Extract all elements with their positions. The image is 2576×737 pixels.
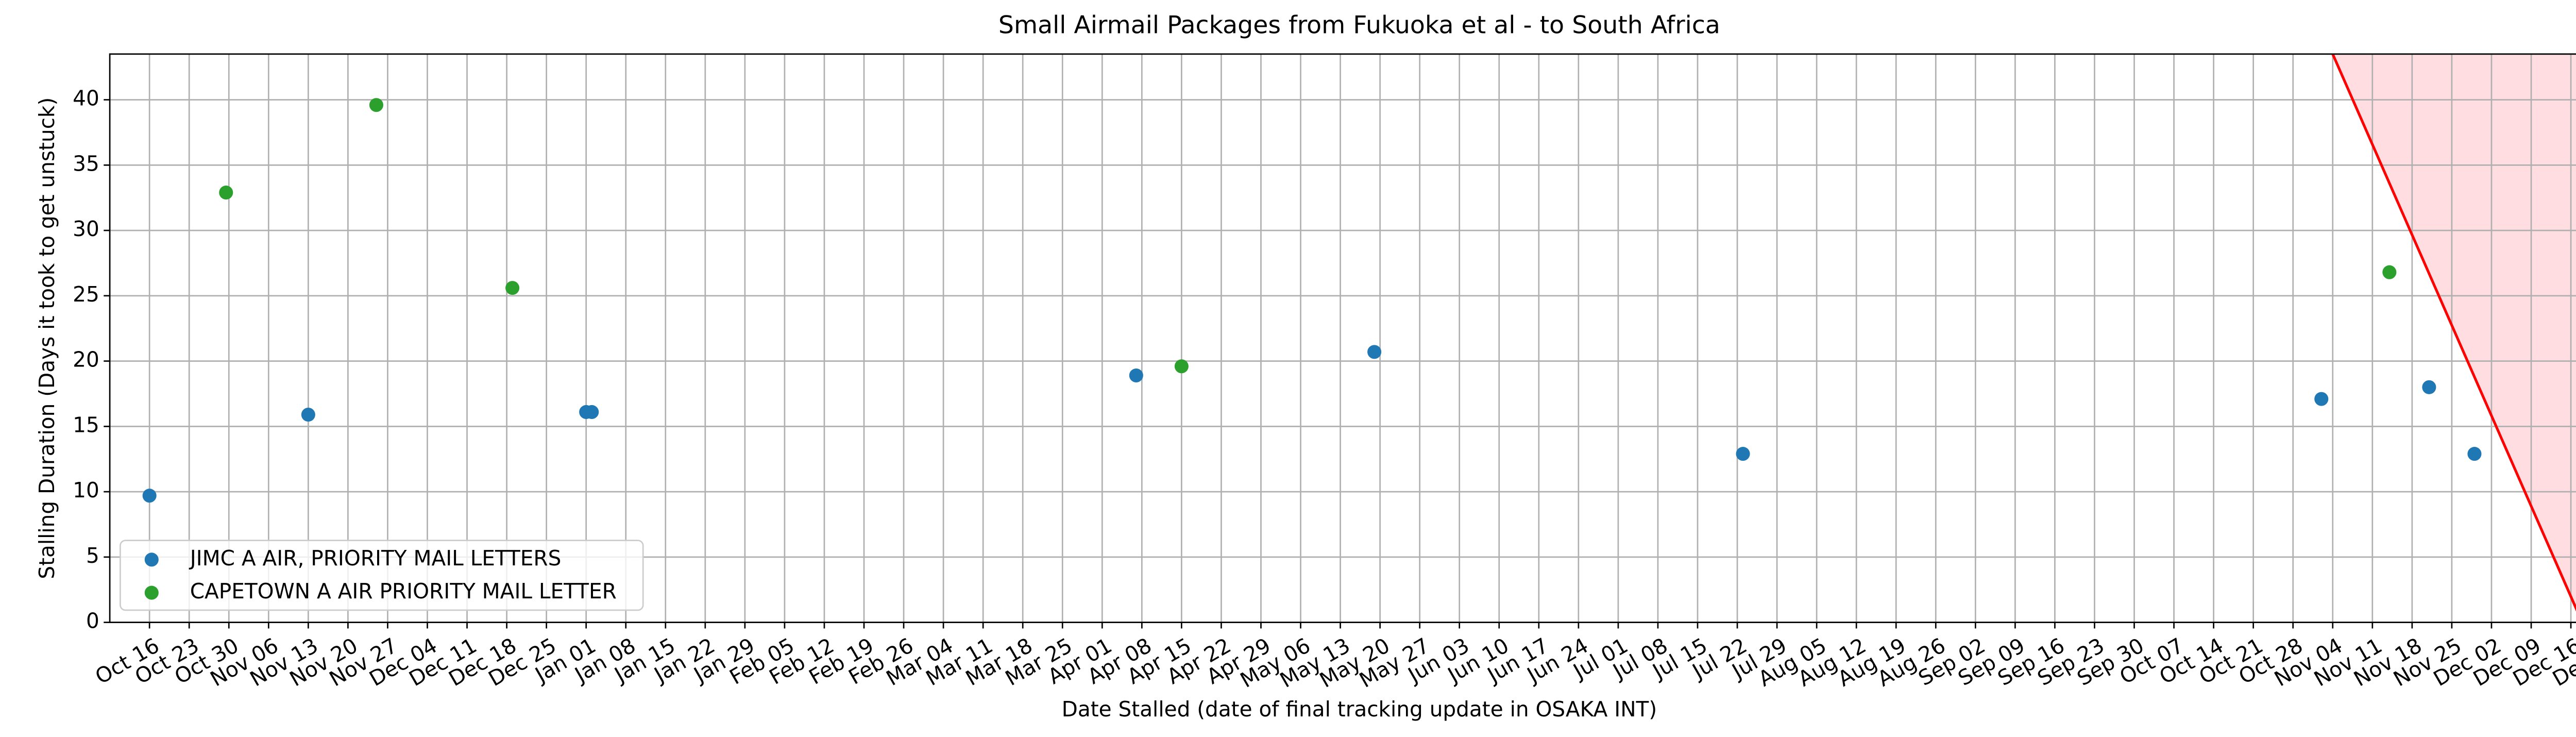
data-point (2422, 380, 2436, 394)
y-tick-label: 35 (73, 151, 99, 176)
data-point (2382, 265, 2397, 279)
data-point (1174, 359, 1189, 374)
data-point (369, 98, 383, 112)
data-point (2314, 392, 2329, 406)
legend-box (120, 540, 644, 611)
y-tick-label: 15 (73, 412, 99, 437)
y-tick-label: 40 (73, 86, 99, 111)
y-tick-label: 30 (73, 216, 99, 241)
y-tick-label: 25 (73, 282, 99, 307)
x-axis-label: Date Stalled (date of final tracking upd… (1062, 697, 1657, 722)
legend-label: CAPETOWN A AIR PRIORITY MAIL LETTER (190, 579, 617, 604)
y-axis-label: Stalling Duration (Days it took to get u… (35, 97, 59, 579)
data-point (505, 281, 520, 295)
legend: JIMC A AIR, PRIORITY MAIL LETTERS CAPETOW… (120, 540, 644, 611)
legend-label: JIMC A AIR, PRIORITY MAIL LETTERS (189, 546, 562, 571)
present-label: Present (2575, 562, 2576, 590)
legend-marker (144, 585, 159, 600)
data-point (142, 489, 157, 503)
y-tick-label: 0 (86, 609, 99, 633)
data-point (1129, 368, 1143, 383)
plot-frame (109, 53, 2576, 623)
grid-layer (110, 54, 2576, 623)
y-tick-label: 20 (73, 347, 99, 372)
data-point (2467, 447, 2482, 461)
legend-marker (144, 552, 159, 567)
data-point (585, 405, 599, 419)
marks-layer (142, 53, 2576, 612)
y-tick-label: 10 (73, 478, 99, 502)
data-point (1736, 447, 1750, 461)
chart-title: Small Airmail Packages from Fukuoka et a… (998, 11, 1720, 39)
data-point (219, 186, 233, 200)
y-tick-label: 5 (86, 543, 99, 568)
data-point (1367, 345, 1382, 359)
present-line (2331, 53, 2576, 612)
data-point (301, 407, 315, 422)
